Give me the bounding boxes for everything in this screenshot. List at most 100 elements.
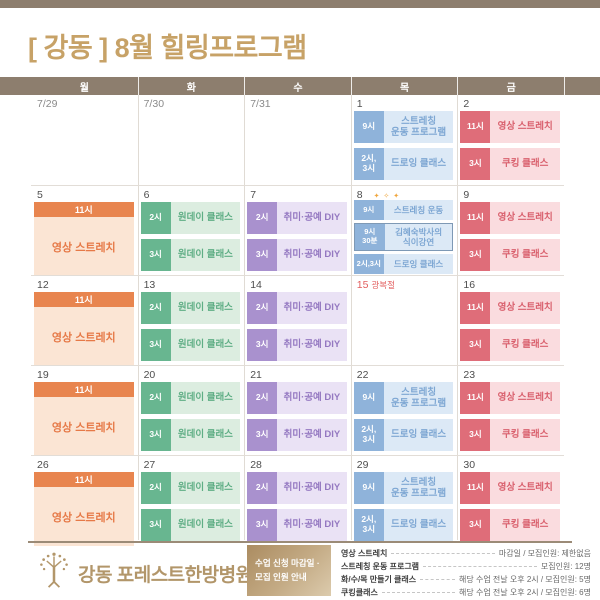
events-container: 2시 원데이 클래스 3시 원데이 클래스 <box>140 202 241 276</box>
events-container: 11시 영상 스트레치 3시 쿠킹 클래스 <box>460 202 560 276</box>
day-cell: 12 11시 영상 스트레치 <box>31 276 138 366</box>
event-time-chip: 11시 <box>460 292 491 324</box>
event-label: 쿠킹 클래스 <box>490 239 560 271</box>
banner-event: 11시 영상 스트레치 <box>34 292 134 366</box>
event-label: 쿠킹 클래스 <box>490 509 560 541</box>
day-cell: 19 11시 영상 스트레치 <box>31 366 138 456</box>
day-number-row: 2 <box>463 98 562 110</box>
legend-label: 쿠킹클래스 <box>341 588 378 597</box>
day-number-row: 30 <box>463 459 562 471</box>
day-number: 12 <box>37 279 49 291</box>
events-container: 9시 스트레칭 운동 프로그램 2시, 3시 드로잉 클래스 <box>353 382 454 456</box>
event-time-chip: 9시 <box>353 200 384 220</box>
event-label: 드로잉 클래스 <box>383 419 454 451</box>
calendar-event: 2시 취미·공예 DIY <box>247 292 347 324</box>
day-number-row: 26 <box>37 459 136 471</box>
day-cell: 27 2시 원데이 클래스 3시 원데이 클래스 <box>138 456 245 546</box>
events-container: 2시 원데이 클래스 3시 원데이 클래스 <box>140 292 241 366</box>
day-number-row: 9 <box>463 189 562 201</box>
day-number: 22 <box>356 369 369 381</box>
day-number-row: 12 <box>37 279 136 291</box>
calendar-event: 11시 영상 스트레치 <box>460 111 560 143</box>
calendar-event: 3시 취미·공예 DIY <box>247 239 347 271</box>
event-time-chip: 3시 <box>247 509 278 541</box>
events-container: 9시 스트레칭 운동 9시 30분 김혜숙박사의 식이강연 2시,3시 드로잉 클래스 <box>353 200 454 277</box>
calendar-event: 11시 영상 스트레치 <box>460 202 560 234</box>
day-number: 7/30 <box>143 98 165 110</box>
weekday-label-wed: 수 <box>244 77 351 95</box>
day-number: 29 <box>356 459 369 471</box>
day-number: 9 <box>463 189 470 201</box>
day-cell: 1 9시 스트레칭 운동 프로그램 2시, 3시 드로잉 클래스 <box>351 95 458 185</box>
weekday-header-tail <box>563 77 600 95</box>
event-label: 취미·공예 DIY <box>277 382 347 414</box>
event-time-chip: 3시 <box>247 419 278 451</box>
event-time-chip: 11시 <box>460 472 491 504</box>
legend-leader <box>423 566 537 567</box>
banner-event: 11시 영상 스트레치 <box>34 472 134 546</box>
legend-label: 화/수/목 만들기 클래스 <box>341 575 417 584</box>
day-cell: 7/30 <box>138 95 245 185</box>
calendar-week-row: 7/29 7/30 7/31 1 9시 스트레칭 운동 프로그램 2시, 3시 드로잉 클래스… <box>31 95 564 185</box>
events-container: 11시 영상 스트레치 3시 쿠킹 클래스 <box>460 472 560 546</box>
day-cell: 5 11시 영상 스트레치 <box>31 186 138 276</box>
events-container: 9시 스트레칭 운동 프로그램 2시, 3시 드로잉 클래스 <box>353 472 454 546</box>
day-cell: 28 2시 취미·공예 DIY 3시 취미·공예 DIY <box>244 456 351 546</box>
event-time-chip: 11시 <box>460 111 491 143</box>
footer-separator <box>28 541 572 543</box>
day-number: 21 <box>250 369 262 381</box>
calendar-event: 11시 영상 스트레치 <box>460 382 560 414</box>
day-number-row: 7 <box>250 189 349 201</box>
day-number-row: 28 <box>250 459 349 471</box>
column-divider <box>350 95 352 540</box>
day-cell: 23 11시 영상 스트레치 3시 쿠킹 클래스 <box>457 366 564 456</box>
calendar-event: 3시 쿠킹 클래스 <box>460 509 560 541</box>
day-number-row: 6 <box>144 189 243 201</box>
events-container: 11시 영상 스트레치 3시 쿠킹 클래스 <box>460 292 560 366</box>
column-divider <box>457 95 459 540</box>
hospital-name: 강동 포레스트한방병원 <box>78 565 253 586</box>
event-time-chip: 3시 <box>140 329 171 361</box>
calendar-event: 3시 취미·공예 DIY <box>247 419 347 451</box>
event-time-chip: 11시 <box>460 382 491 414</box>
legend-label: 스트레칭 운동 프로그램 <box>341 562 420 571</box>
signup-info-box: 수업 신청 마감일 · 모집 인원 안내 <box>247 545 331 596</box>
event-label: 영상 스트레치 <box>490 111 560 143</box>
top-accent-bar <box>0 0 600 8</box>
day-number: 28 <box>250 459 262 471</box>
event-time-chip: 11시 <box>460 202 491 234</box>
legend-label: 영상 스트레치 <box>341 549 388 558</box>
calendar-week-row: 12 11시 영상 스트레치 13 2시 원데이 클래스 3시 원데이 클래스 14 2시 취미·공… <box>31 275 564 366</box>
event-label: 드로잉 클래스 <box>383 509 454 541</box>
day-number: 7 <box>250 189 257 201</box>
calendar-event: 2시 원데이 클래스 <box>140 202 241 234</box>
legend-row: 화/수/목 만들기 클래스 해당 수업 전날 오후 2시 / 모집인원: 5명 <box>341 573 591 586</box>
day-cell: 30 11시 영상 스트레치 3시 쿠킹 클래스 <box>457 456 564 546</box>
legend-value: 해당 수업 전날 오후 2시 / 모집인원: 5명 <box>459 575 591 584</box>
events-container: 2시 원데이 클래스 3시 원데이 클래스 <box>140 382 241 456</box>
banner-event-time: 11시 <box>34 472 134 487</box>
day-number: 2 <box>463 98 470 110</box>
calendar-event: 2시, 3시 드로잉 클래스 <box>353 148 454 180</box>
day-number-row: 19 <box>37 369 136 381</box>
tree-logo-icon <box>40 552 68 588</box>
day-number: 1 <box>356 98 363 110</box>
legend-value: 모집인원: 12명 <box>540 562 591 571</box>
event-label: 드로잉 클래스 <box>383 254 454 274</box>
calendar-event: 9시 스트레칭 운동 프로그램 <box>353 382 454 414</box>
banner-event-label: 영상 스트레치 <box>34 217 134 276</box>
event-label: 스트레칭 운동 프로그램 <box>383 472 454 504</box>
calendar-event: 2시 원데이 클래스 <box>140 472 241 504</box>
event-time-chip: 3시 <box>460 239 491 271</box>
event-label: 원데이 클래스 <box>170 472 241 504</box>
day-number-row: 15 광복절 <box>357 279 456 291</box>
legend-leader <box>420 579 456 580</box>
calendar-event: 2시, 3시 드로잉 클래스 <box>353 509 454 541</box>
weekday-label-fri: 금 <box>457 77 564 95</box>
event-label: 취미·공예 DIY <box>277 509 347 541</box>
legend-row: 영상 스트레치 마감일 / 모집인원: 제한없음 <box>341 547 591 560</box>
legend-leader <box>381 592 456 593</box>
day-number-row: 23 <box>463 369 562 381</box>
column-divider <box>137 95 139 540</box>
sparkle-decoration-icon: ✦ ✧ ✦ <box>373 193 401 200</box>
